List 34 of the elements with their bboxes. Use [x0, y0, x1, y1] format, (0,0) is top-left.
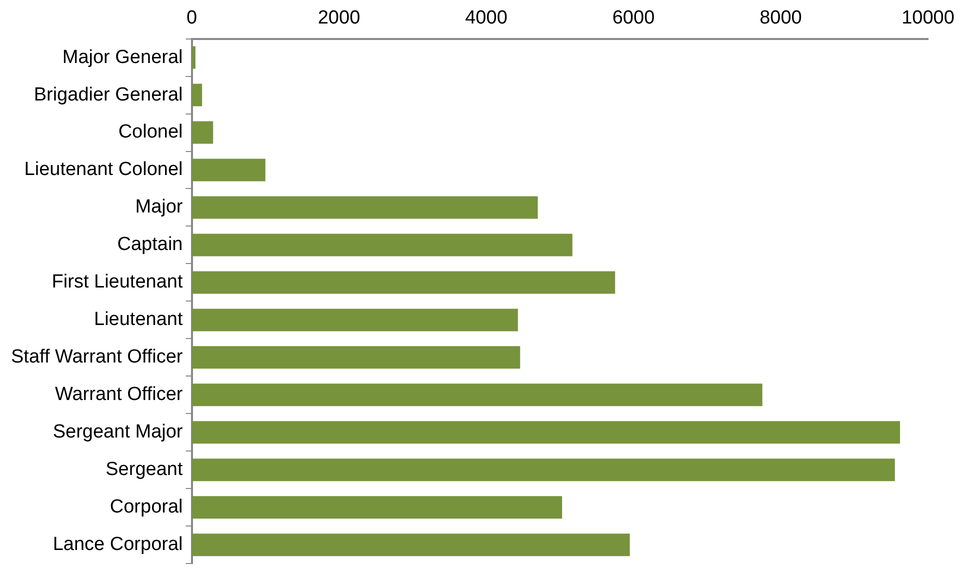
y-tick-label: Major — [135, 196, 184, 218]
bar — [192, 384, 762, 406]
y-tick-label: Lance Corporal — [52, 534, 183, 556]
bar — [192, 458, 895, 482]
y-tick-label: First Lieutenant — [52, 272, 184, 293]
y-tick-label: Colonel — [118, 122, 183, 143]
y-tick-label: Captain — [117, 234, 183, 256]
bar — [192, 308, 518, 332]
bar — [192, 496, 562, 519]
bar — [192, 534, 630, 556]
bar — [192, 421, 900, 444]
bar — [192, 196, 538, 219]
bar — [192, 346, 520, 369]
x-tick-label: 2000 — [318, 8, 360, 29]
bar — [192, 271, 616, 294]
x-tick-label: 8000 — [760, 8, 802, 29]
y-tick-label: Lieutenant Colonel — [24, 159, 183, 180]
x-tick-label: 6000 — [612, 8, 655, 29]
x-tick-label: 10000 — [902, 8, 954, 29]
y-tick-label: Sergeant Major — [52, 422, 184, 443]
bar — [192, 46, 196, 69]
x-tick-label: 0 — [186, 8, 198, 29]
bar — [192, 234, 572, 256]
y-tick-label: Sergeant — [106, 459, 184, 480]
y-tick-label: Brigadier General — [34, 84, 183, 106]
y-tick-label: Major General — [62, 46, 183, 68]
y-tick-label: Warrant Officer — [55, 384, 184, 406]
x-tick-label: 4000 — [465, 8, 508, 29]
y-tick-label: Corporal — [110, 496, 183, 518]
y-tick-label: Lieutenant — [94, 309, 184, 330]
bar — [192, 158, 266, 182]
bar — [192, 121, 214, 144]
bar — [192, 84, 202, 106]
y-tick-label: Staff Warrant Officer — [10, 346, 184, 368]
